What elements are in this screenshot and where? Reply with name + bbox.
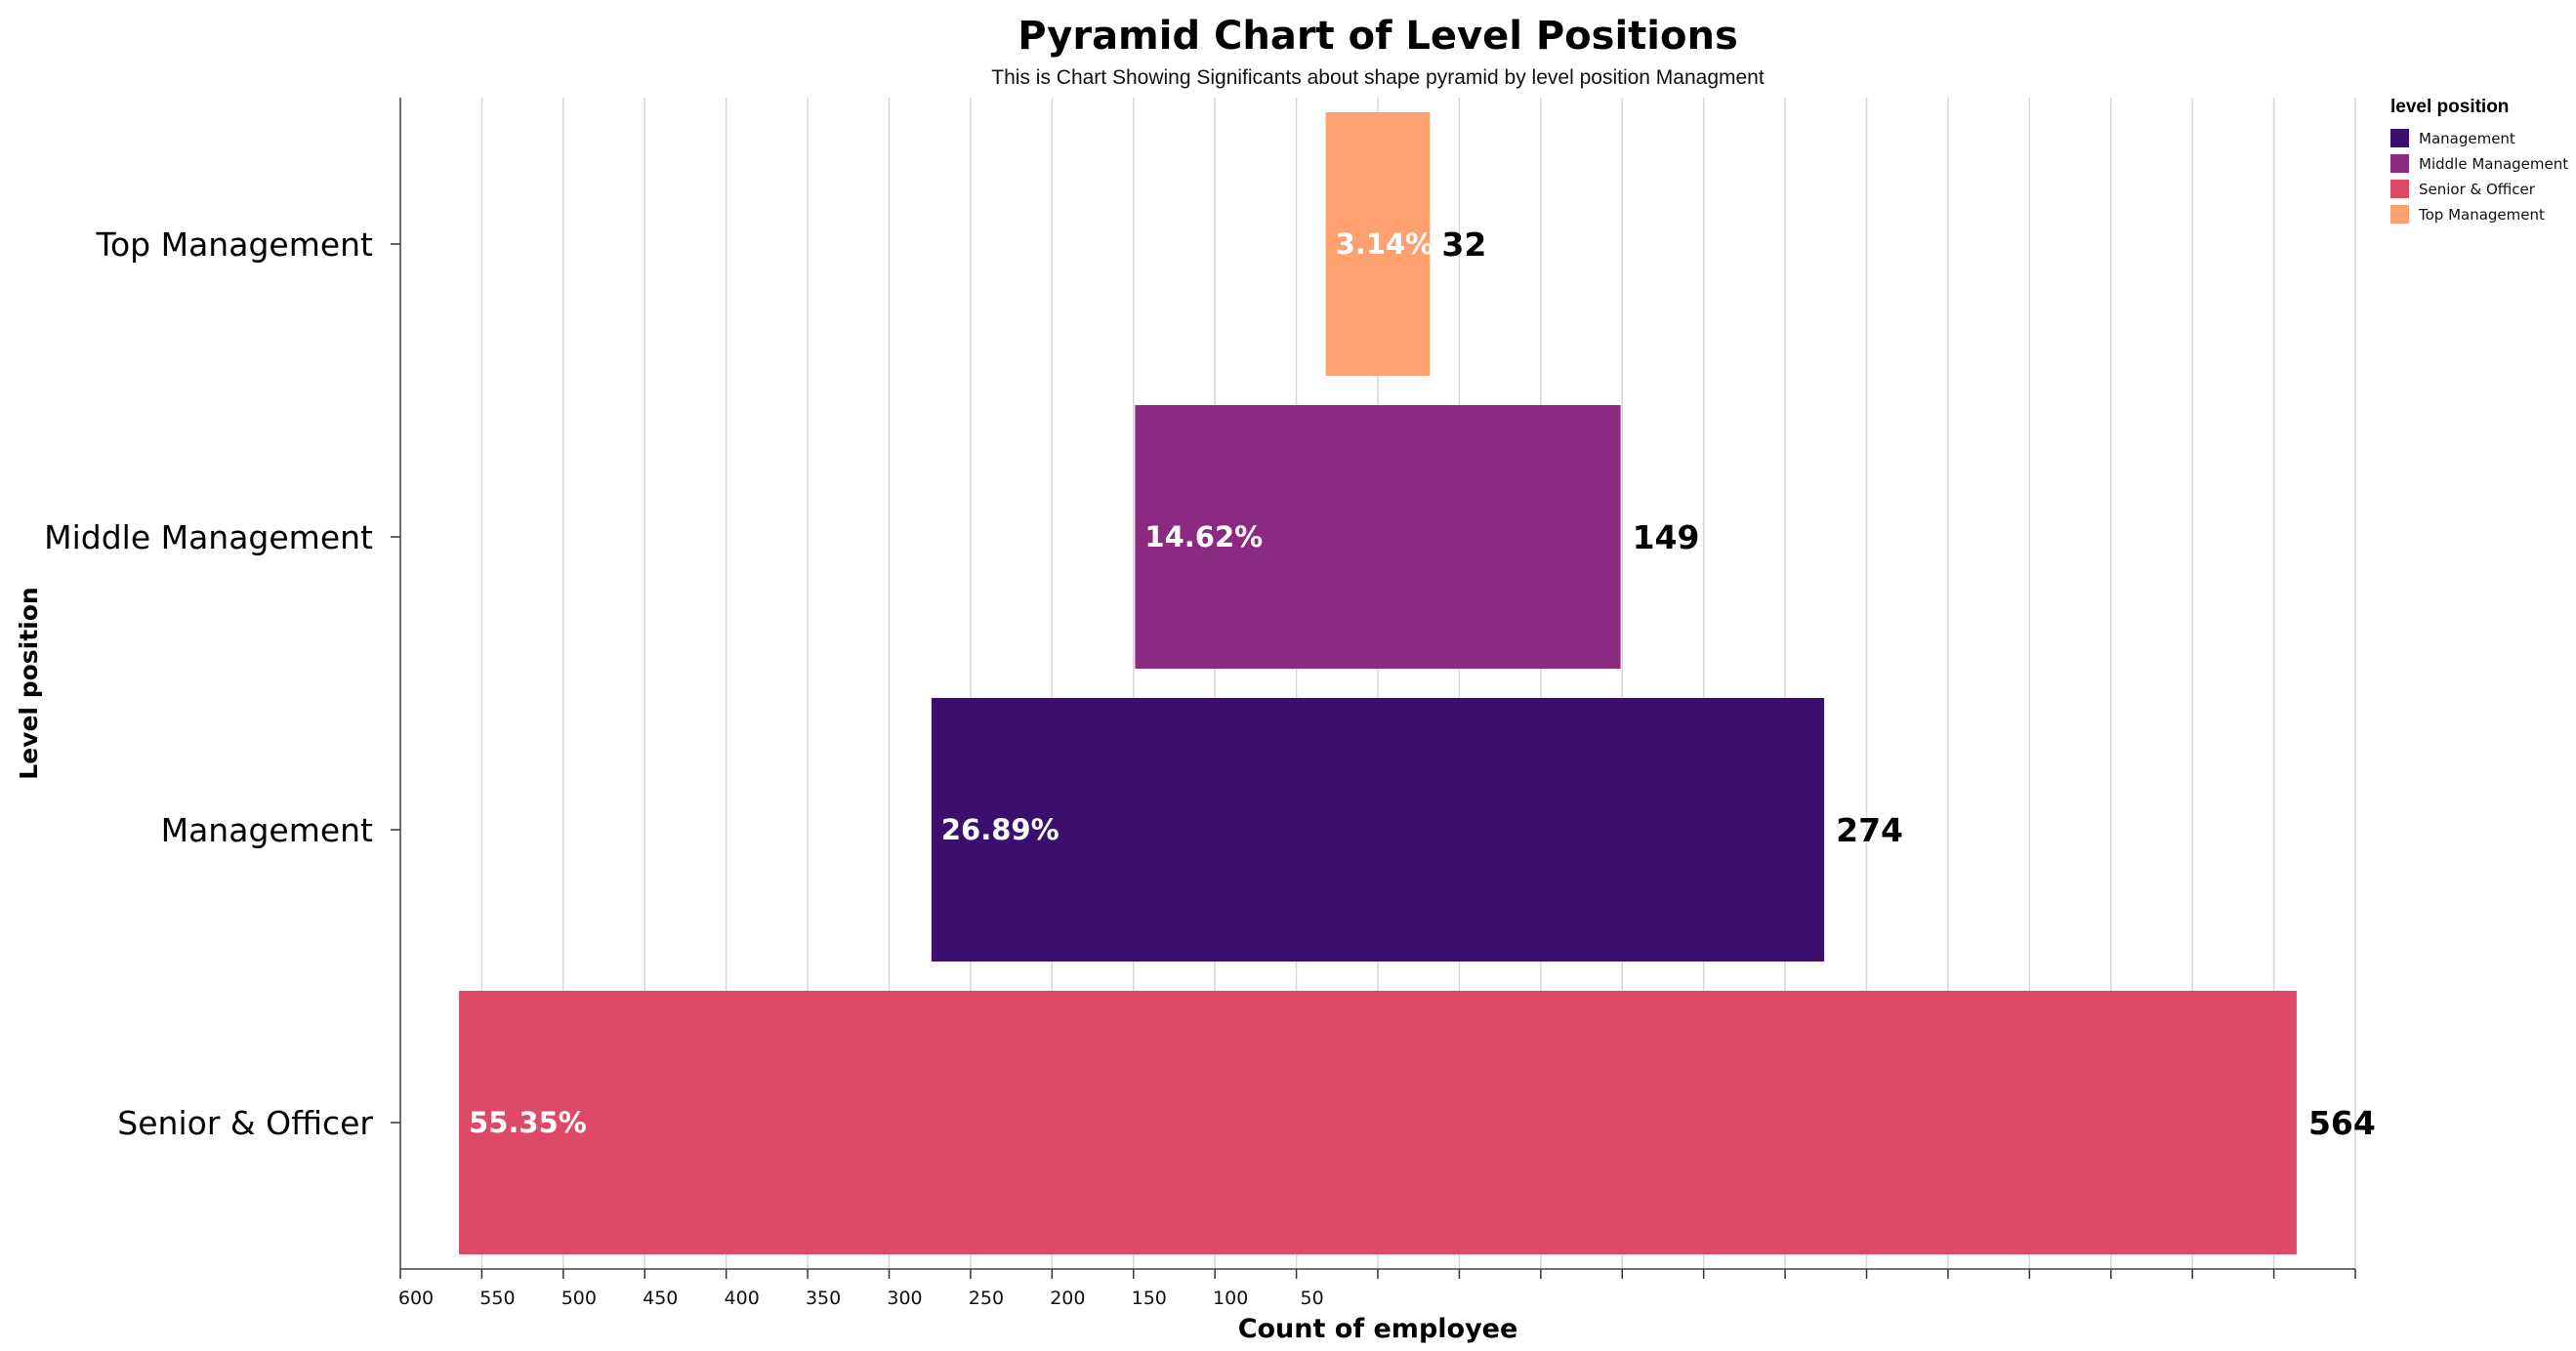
y-category-label: Top Management bbox=[95, 225, 373, 264]
x-tick-label: 50 bbox=[1300, 1288, 1323, 1309]
x-tick-label: 600 bbox=[398, 1288, 434, 1309]
bar-middle-management bbox=[1135, 405, 1621, 669]
percent-label: 3.14% bbox=[1336, 227, 1434, 261]
bar-management bbox=[931, 698, 1825, 962]
legend-label: Management bbox=[2419, 130, 2515, 147]
legend-swatch bbox=[2390, 154, 2409, 173]
x-tick-label: 300 bbox=[887, 1288, 922, 1309]
x-tick-label: 500 bbox=[561, 1288, 597, 1309]
x-tick-label: 350 bbox=[806, 1288, 841, 1309]
y-category-label: Management bbox=[161, 811, 373, 849]
y-category-label: Senior & Officer bbox=[117, 1104, 373, 1142]
value-label: 32 bbox=[1441, 225, 1486, 264]
value-label: 564 bbox=[2308, 1104, 2376, 1142]
bars: 3.14% 32 14.62% 149 26.89% 274 55.35% 564 bbox=[459, 112, 2376, 1254]
legend-title: level position bbox=[2390, 97, 2509, 117]
percent-label: 26.89% bbox=[941, 813, 1059, 846]
chart-title: Pyramid Chart of Level Positions bbox=[1018, 14, 1738, 59]
legend-swatch bbox=[2390, 205, 2409, 224]
percent-label: 55.35% bbox=[469, 1106, 587, 1139]
x-tick-label: 200 bbox=[1050, 1288, 1085, 1309]
x-tick-label: 250 bbox=[969, 1288, 1004, 1309]
legend-swatch bbox=[2390, 129, 2409, 147]
legend-label: Top Management bbox=[2418, 206, 2545, 224]
legend-label: Middle Management bbox=[2419, 155, 2568, 173]
y-axis-label: Level position bbox=[15, 587, 43, 779]
x-tick-label: 550 bbox=[479, 1288, 515, 1309]
bar-senior-officer bbox=[459, 991, 2297, 1254]
value-label: 274 bbox=[1836, 811, 1903, 849]
x-axis-label: Count of employee bbox=[1238, 1314, 1518, 1344]
x-tick-label: 400 bbox=[725, 1288, 760, 1309]
x-tick-label: 450 bbox=[643, 1288, 678, 1309]
legend-swatch bbox=[2390, 180, 2409, 198]
legend: level position Management Middle Manageme… bbox=[2390, 97, 2568, 224]
x-tick-label: 100 bbox=[1213, 1288, 1248, 1309]
x-tick-label: 150 bbox=[1132, 1288, 1167, 1309]
percent-label: 14.62% bbox=[1144, 520, 1263, 553]
legend-label: Senior & Officer bbox=[2419, 181, 2536, 198]
axes bbox=[391, 98, 2356, 1279]
bar-top-management bbox=[1325, 112, 1431, 376]
value-label: 149 bbox=[1633, 518, 1700, 556]
chart-subtitle: This is Chart Showing Significants about… bbox=[991, 66, 1765, 89]
y-category-labels: Top Management Middle Management Managemen… bbox=[44, 225, 373, 1142]
y-category-label: Middle Management bbox=[44, 518, 373, 556]
x-tick-labels: 600 550 500 450 400 350 300 250 200 150 100 50 bbox=[398, 1288, 1324, 1309]
